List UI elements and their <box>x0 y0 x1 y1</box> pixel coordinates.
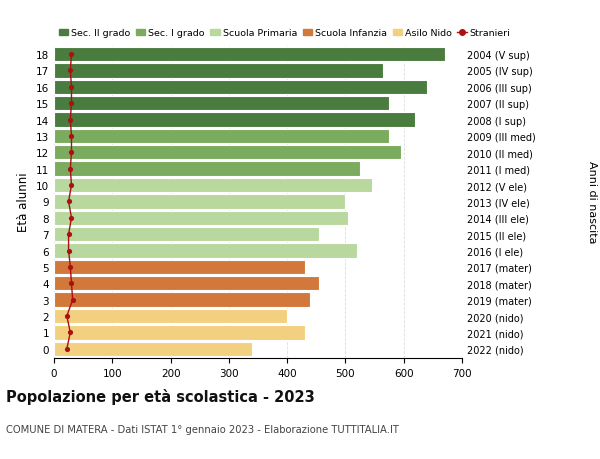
Bar <box>54 211 349 225</box>
Bar <box>54 113 415 128</box>
Point <box>67 100 76 107</box>
Text: Popolazione per età scolastica - 2023: Popolazione per età scolastica - 2023 <box>6 388 315 404</box>
Bar <box>54 228 319 242</box>
Point <box>62 313 71 320</box>
Point <box>65 166 75 173</box>
Point <box>65 329 75 336</box>
Bar <box>54 48 445 62</box>
Point <box>67 84 76 91</box>
Point <box>64 231 73 238</box>
Text: Anni di nascita: Anni di nascita <box>587 161 597 243</box>
Bar <box>54 80 427 95</box>
Bar <box>54 97 389 111</box>
Bar <box>54 309 287 324</box>
Point <box>67 133 76 140</box>
Bar <box>54 244 357 258</box>
Point <box>65 263 75 271</box>
Bar <box>54 293 310 307</box>
Point <box>62 345 71 353</box>
Bar <box>54 146 401 160</box>
Bar <box>54 162 360 176</box>
Point <box>67 182 76 189</box>
Point <box>67 51 76 59</box>
Point <box>65 67 75 75</box>
Bar <box>54 64 383 78</box>
Point <box>64 247 73 255</box>
Point <box>68 297 77 304</box>
Text: COMUNE DI MATERA - Dati ISTAT 1° gennaio 2023 - Elaborazione TUTTITALIA.IT: COMUNE DI MATERA - Dati ISTAT 1° gennaio… <box>6 425 399 435</box>
Point <box>64 198 73 206</box>
Bar <box>54 129 389 144</box>
Bar <box>54 325 305 340</box>
Bar <box>54 179 371 193</box>
Point <box>67 149 76 157</box>
Point <box>65 117 75 124</box>
Bar <box>54 260 305 274</box>
Legend: Sec. II grado, Sec. I grado, Scuola Primaria, Scuola Infanzia, Asilo Nido, Stran: Sec. II grado, Sec. I grado, Scuola Prim… <box>59 29 511 38</box>
Point <box>67 280 76 287</box>
Point <box>67 215 76 222</box>
Bar <box>54 342 252 356</box>
Y-axis label: Età alunni: Età alunni <box>17 172 31 232</box>
Bar <box>54 276 319 291</box>
Bar <box>54 195 346 209</box>
